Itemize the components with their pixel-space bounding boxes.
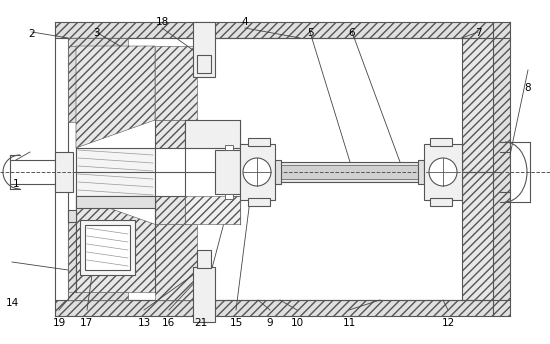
- Bar: [240, 144, 275, 200]
- Text: 12: 12: [442, 318, 455, 329]
- Text: 6: 6: [349, 28, 355, 38]
- Bar: [85, 225, 130, 270]
- Bar: [225, 194, 233, 199]
- Bar: [76, 148, 155, 196]
- Text: 7: 7: [475, 28, 482, 38]
- Text: 3: 3: [93, 28, 100, 38]
- Bar: [225, 145, 233, 150]
- Bar: [155, 196, 185, 224]
- Polygon shape: [76, 46, 155, 148]
- Bar: [215, 150, 240, 194]
- Bar: [155, 224, 197, 300]
- Text: 17: 17: [80, 318, 94, 329]
- Circle shape: [243, 158, 271, 186]
- Bar: [193, 22, 215, 77]
- Bar: [80, 220, 135, 275]
- Bar: [68, 38, 76, 122]
- Text: 5: 5: [307, 28, 314, 38]
- Bar: [197, 250, 211, 268]
- Bar: [185, 120, 240, 148]
- Bar: [76, 196, 155, 208]
- Text: 11: 11: [343, 318, 356, 329]
- Text: 2: 2: [29, 29, 35, 40]
- Bar: [68, 292, 128, 300]
- Bar: [55, 22, 510, 38]
- Bar: [424, 144, 462, 200]
- Bar: [155, 120, 185, 148]
- Bar: [68, 210, 76, 222]
- Polygon shape: [76, 196, 155, 292]
- Text: 8: 8: [525, 83, 531, 93]
- Text: 15: 15: [230, 318, 243, 329]
- Bar: [55, 152, 73, 192]
- Bar: [68, 222, 76, 300]
- Bar: [278, 165, 420, 179]
- Bar: [185, 196, 240, 224]
- Bar: [197, 55, 211, 73]
- Text: 21: 21: [195, 318, 208, 329]
- Bar: [430, 138, 452, 146]
- Bar: [248, 138, 270, 146]
- Text: 16: 16: [162, 318, 175, 329]
- Text: 1: 1: [13, 179, 20, 189]
- Text: 18: 18: [156, 17, 169, 28]
- Text: 10: 10: [290, 318, 304, 329]
- Bar: [155, 46, 197, 120]
- Bar: [493, 38, 510, 300]
- Circle shape: [429, 158, 457, 186]
- Bar: [193, 267, 215, 322]
- Bar: [418, 160, 424, 184]
- Text: 4: 4: [241, 17, 248, 28]
- Bar: [275, 162, 423, 182]
- Text: 19: 19: [53, 318, 66, 329]
- Bar: [68, 38, 128, 46]
- Bar: [275, 160, 281, 184]
- Text: 9: 9: [266, 318, 273, 329]
- Bar: [430, 198, 452, 206]
- Bar: [248, 198, 270, 206]
- Text: 14: 14: [6, 298, 19, 309]
- Bar: [462, 38, 493, 300]
- Bar: [55, 300, 510, 316]
- Text: 13: 13: [138, 318, 151, 329]
